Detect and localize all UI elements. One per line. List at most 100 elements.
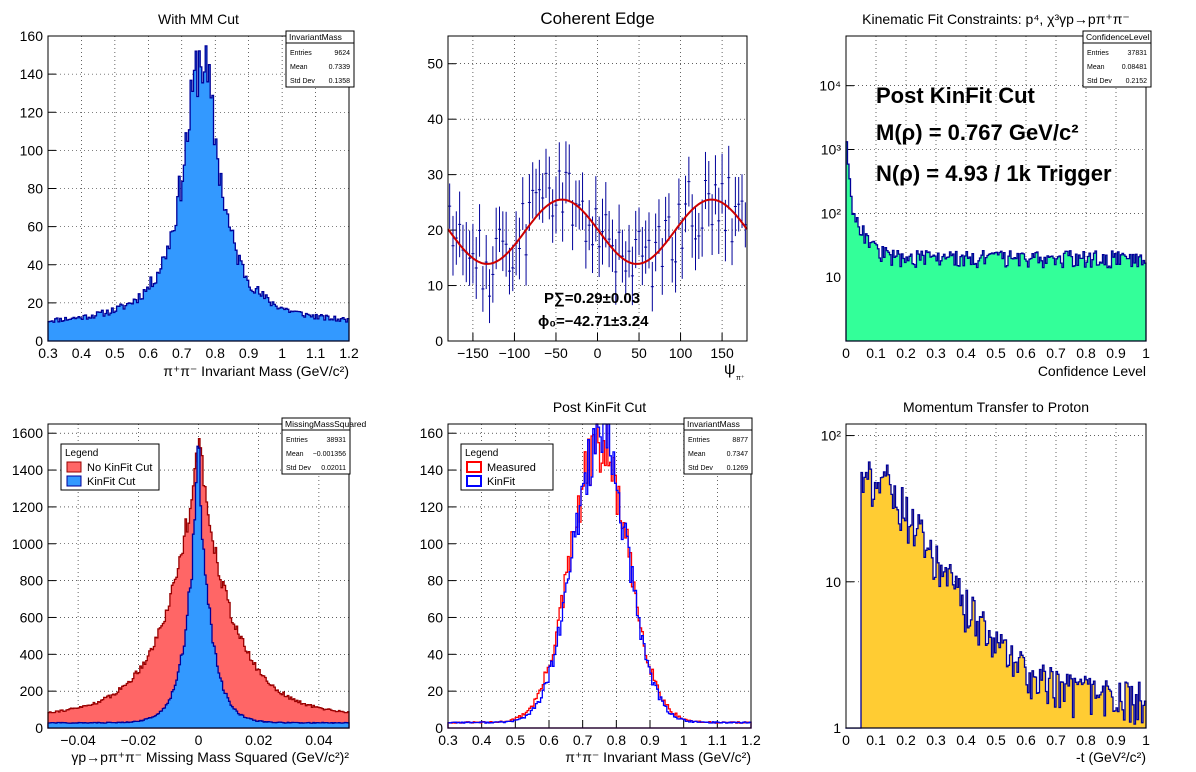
y-tick-label: 60 bbox=[427, 609, 443, 625]
x-tick-label: 1 bbox=[1142, 345, 1150, 361]
plot-frame bbox=[447, 423, 752, 729]
x-tick-label: 0.3 bbox=[926, 345, 946, 361]
stats-label: Entries bbox=[290, 50, 312, 57]
stats-label: Std Dev bbox=[286, 465, 311, 472]
y-tick-label: 0 bbox=[435, 720, 443, 736]
legend-title: Legend bbox=[465, 448, 498, 459]
chart-panel-p4: −0.04 −0.02 0 0.02 0.04 0 200 400 600 800 1000 1200… bbox=[12, 417, 367, 765]
y-tick-label: 10⁴ bbox=[819, 78, 841, 94]
chart-panel-p6: Momentum Transfer to Proton 0 0.1 0.2 0.3 0.4… bbox=[821, 399, 1150, 765]
x-tick-label: 0.5 bbox=[506, 732, 526, 748]
y-tick-label: 400 bbox=[20, 646, 44, 662]
stats-box bbox=[285, 30, 355, 88]
annotation-rho-yield: N(ρ) = 4.93 / 1k Trigger bbox=[876, 161, 1112, 186]
x-tick-label: 0.6 bbox=[1016, 345, 1036, 361]
x-tick-label: 0.3 bbox=[438, 732, 458, 748]
stats-value: 37831 bbox=[1128, 50, 1148, 57]
stats-title: InvariantMass bbox=[289, 32, 342, 42]
y-tick-label: 50 bbox=[427, 56, 443, 72]
stats-value: 9624 bbox=[334, 50, 350, 57]
y-tick-label: 140 bbox=[20, 66, 44, 82]
legend-title: Legend bbox=[65, 448, 98, 459]
x-tick-label: −150 bbox=[457, 345, 489, 361]
legend-entry: KinFit bbox=[487, 476, 515, 488]
y-tick-label: 20 bbox=[27, 295, 43, 311]
x-tick-label: 0.8 bbox=[607, 732, 627, 748]
x-tick-label: −100 bbox=[499, 345, 531, 361]
x-tick-label: 0.8 bbox=[205, 345, 225, 361]
x-tick-label: −50 bbox=[544, 345, 568, 361]
x-tick-label: 0.4 bbox=[472, 732, 492, 748]
histogram-kinfit bbox=[447, 423, 752, 729]
legend-swatch bbox=[466, 461, 482, 473]
x-tick-label: 0.5 bbox=[986, 345, 1006, 361]
y-tick-label: 0 bbox=[35, 720, 43, 736]
x-tick-label: 0.9 bbox=[1106, 732, 1126, 748]
x-tick-label: 100 bbox=[669, 345, 693, 361]
y-tick-label: 20 bbox=[427, 683, 443, 699]
stats-value: 38931 bbox=[327, 437, 347, 444]
stats-value: 0.1358 bbox=[329, 78, 351, 85]
x-tick-label: 0.9 bbox=[1106, 345, 1126, 361]
y-tick-label: 10 bbox=[825, 574, 841, 590]
x-tick-label: 0.3 bbox=[38, 345, 58, 361]
stats-title: MissingMassSquared bbox=[285, 419, 367, 429]
stats-value: 0.08481 bbox=[1122, 64, 1147, 71]
stats-label: Entries bbox=[1087, 50, 1109, 57]
y-tick-label: 80 bbox=[427, 573, 443, 589]
y-tick-label: 140 bbox=[420, 462, 444, 478]
x-tick-label: 1 bbox=[278, 345, 286, 361]
x-axis-label: Confidence Level bbox=[1038, 363, 1146, 379]
stats-box bbox=[281, 417, 351, 475]
x-tick-label: 0.7 bbox=[1046, 345, 1066, 361]
y-tick-label: 10 bbox=[825, 269, 841, 285]
x-axis-label: π⁺π⁻ Invariant Mass (GeV/c²) bbox=[163, 363, 349, 379]
chart-title: Kinematic Fit Constraints: p⁴, χ³γp→pπ⁺π… bbox=[862, 11, 1130, 27]
y-tick-label: 120 bbox=[20, 104, 44, 120]
chart-panel-p1: With MM Cut 0.3 0.4 0.5 0.6 0.7 0.8 0.9 1 1.1 1.2 0… bbox=[20, 11, 359, 379]
y-tick-label: 1000 bbox=[12, 536, 43, 552]
x-axis-label: ψ bbox=[724, 361, 735, 378]
histogram-bars bbox=[47, 45, 350, 342]
y-tick-label: 0 bbox=[435, 333, 443, 349]
stats-label: Std Dev bbox=[688, 465, 713, 472]
y-tick-label: 30 bbox=[427, 167, 443, 183]
plot-frame bbox=[47, 423, 350, 729]
plot-frame bbox=[845, 35, 1147, 342]
y-tick-label: 10² bbox=[821, 428, 842, 444]
x-tick-label: 0.6 bbox=[139, 345, 159, 361]
x-axis-label: -t (GeV²/c²) bbox=[1076, 749, 1146, 765]
plot-frame bbox=[447, 35, 748, 342]
y-tick-label: 0 bbox=[35, 333, 43, 349]
x-tick-label: 0 bbox=[842, 732, 850, 748]
chart-title: Coherent Edge bbox=[540, 9, 654, 28]
x-tick-label: 0.1 bbox=[866, 732, 886, 748]
histogram-kinfit bbox=[47, 445, 350, 729]
x-tick-label: 0.7 bbox=[172, 345, 192, 361]
x-tick-label: 0.5 bbox=[105, 345, 125, 361]
y-tick-label: 10 bbox=[427, 278, 443, 294]
chart-panel-p5: Post KinFit Cut 0.3 0.4 0.5 0.6 0.7 0.8 0.9 1 1.1… bbox=[420, 399, 761, 765]
x-tick-label: 50 bbox=[631, 345, 647, 361]
x-tick-label: 0.4 bbox=[956, 732, 976, 748]
x-tick-label: 1 bbox=[680, 732, 688, 748]
stats-value: 0.1269 bbox=[727, 465, 749, 472]
plot-frame bbox=[845, 423, 1147, 729]
y-tick-label: 200 bbox=[20, 683, 44, 699]
x-tick-label: 0.5 bbox=[986, 732, 1006, 748]
chart-title: Post KinFit Cut bbox=[553, 399, 646, 415]
x-axis-label: γp→pπ⁺π⁻ Missing Mass Squared (GeV/c²)² bbox=[71, 749, 349, 765]
x-tick-label: 0.9 bbox=[640, 732, 660, 748]
x-tick-label: 1 bbox=[1142, 732, 1150, 748]
x-tick-label: 0.8 bbox=[1076, 732, 1096, 748]
x-tick-label: 0.4 bbox=[956, 345, 976, 361]
legend-box bbox=[460, 443, 554, 491]
x-tick-label: 0.7 bbox=[573, 732, 593, 748]
x-tick-label: 0.9 bbox=[239, 345, 259, 361]
y-tick-label: 100 bbox=[420, 536, 444, 552]
stats-title: ConfidenceLevel bbox=[1086, 32, 1149, 42]
y-tick-label: 20 bbox=[427, 222, 443, 238]
y-tick-label: 800 bbox=[20, 573, 44, 589]
